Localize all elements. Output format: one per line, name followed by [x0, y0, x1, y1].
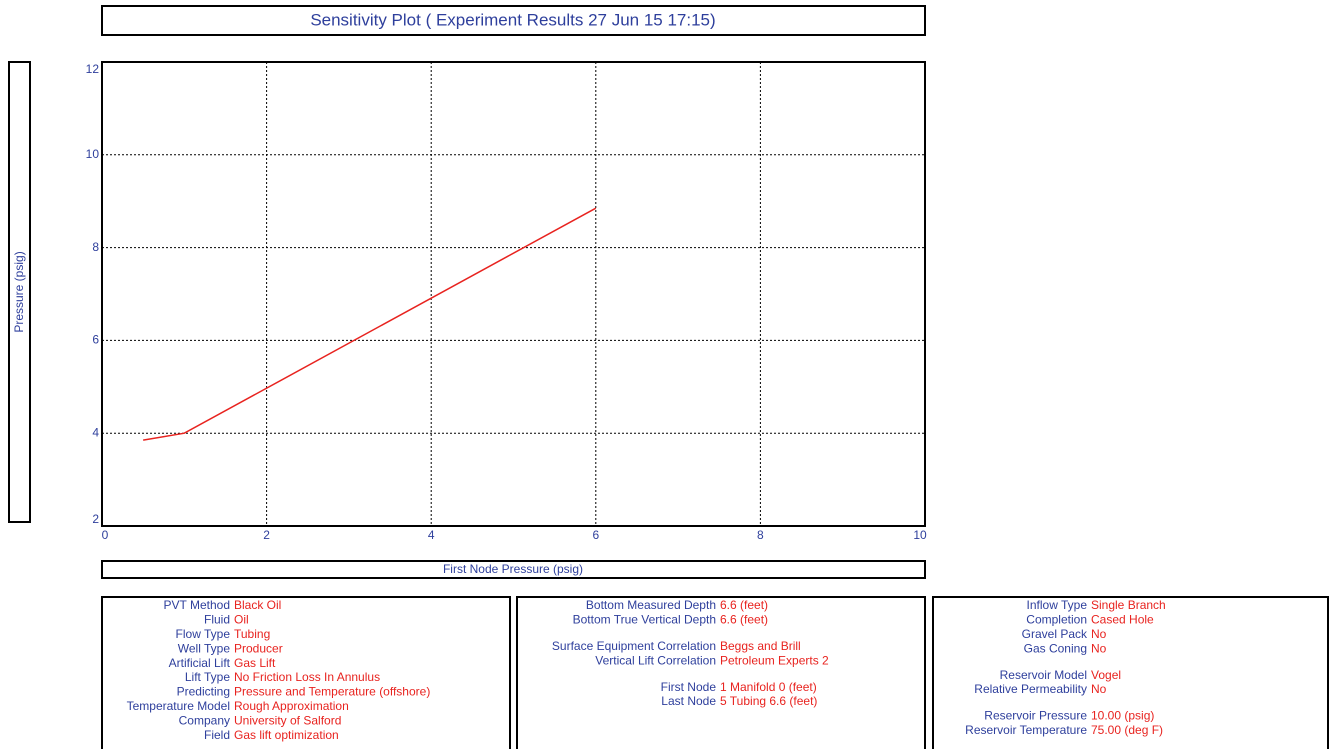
info-value: 75.00 (deg F): [1091, 723, 1163, 737]
info-label: PVT Method: [164, 598, 230, 612]
info-value: Pressure and Temperature (offshore): [234, 685, 430, 699]
info-label: Temperature Model: [127, 699, 230, 713]
info-value: Rough Approximation: [234, 699, 349, 713]
info-label: Reservoir Temperature: [965, 723, 1087, 737]
info-label: Artificial Lift: [169, 656, 231, 670]
info-value: 6.6 (feet): [720, 598, 768, 612]
y-tick-label: 12: [86, 62, 100, 76]
x-label-box: [101, 560, 926, 579]
info-label: Reservoir Model: [1000, 668, 1087, 682]
info-label: Inflow Type: [1027, 598, 1088, 612]
plot-frame: [101, 61, 926, 527]
info-panel: [101, 596, 511, 749]
info-value: No: [1091, 627, 1107, 641]
info-panel: [516, 596, 926, 749]
info-value: Producer: [234, 641, 283, 655]
x-tick-label: 0: [102, 528, 109, 542]
data-line: [143, 207, 597, 441]
info-label: Well Type: [178, 641, 231, 655]
y-tick-label: 4: [92, 425, 99, 439]
info-label: Relative Permeability: [974, 682, 1087, 696]
info-label: Lift Type: [185, 670, 230, 684]
x-tick-label: 8: [757, 528, 764, 542]
info-value: Beggs and Brill: [720, 639, 801, 653]
info-value: 5 Tubing 6.6 (feet): [720, 694, 817, 708]
info-label: Bottom Measured Depth: [586, 598, 716, 612]
info-label: Vertical Lift Correlation: [595, 653, 716, 667]
chart-title: Sensitivity Plot ( Experiment Results 27…: [310, 10, 715, 29]
info-label: Predicting: [177, 685, 230, 699]
info-value: Gas Lift: [234, 656, 276, 670]
y-tick-label: 6: [92, 333, 99, 347]
info-label: Fluid: [204, 613, 230, 627]
x-tick-label: 10: [913, 528, 927, 542]
info-label: Gas Coning: [1024, 641, 1087, 655]
x-tick-label: 2: [263, 528, 270, 542]
info-value: No Friction Loss In Annulus: [234, 670, 380, 684]
info-label: Company: [179, 713, 230, 727]
info-value: University of Salford: [234, 713, 341, 727]
info-value: Single Branch: [1091, 598, 1166, 612]
info-value: Vogel: [1091, 668, 1121, 682]
title-box: [101, 5, 926, 36]
x-tick-label: 6: [592, 528, 599, 542]
info-value: No: [1091, 641, 1107, 655]
info-value: Oil: [234, 613, 249, 627]
info-label: First Node: [661, 680, 717, 694]
x-axis-label: First Node Pressure (psig): [443, 562, 583, 576]
info-panel: [932, 596, 1329, 749]
info-label: Surface Equipment Correlation: [552, 639, 716, 653]
y-label-box: [8, 61, 31, 523]
info-label: Field: [204, 728, 230, 742]
info-value: No: [1091, 682, 1107, 696]
info-value: 6.6 (feet): [720, 613, 768, 627]
info-label: Last Node: [661, 694, 716, 708]
info-label: Bottom True Vertical Depth: [573, 613, 716, 627]
y-axis-label: Pressure (psig): [12, 251, 26, 332]
info-value: Petroleum Experts 2: [720, 653, 829, 667]
info-value: Cased Hole: [1091, 613, 1154, 627]
info-label: Gravel Pack: [1022, 627, 1088, 641]
info-value: Gas lift optimization: [234, 728, 339, 742]
info-value: Black Oil: [234, 598, 281, 612]
y-tick-label: 10: [86, 147, 100, 161]
y-tick-label: 2: [92, 512, 99, 526]
y-tick-label: 8: [92, 240, 99, 254]
x-tick-label: 4: [428, 528, 435, 542]
info-value: Tubing: [234, 627, 270, 641]
info-label: Reservoir Pressure: [984, 709, 1087, 723]
info-value: 10.00 (psig): [1091, 709, 1154, 723]
info-label: Completion: [1026, 613, 1087, 627]
info-label: Flow Type: [176, 627, 231, 641]
info-value: 1 Manifold 0 (feet): [720, 680, 817, 694]
